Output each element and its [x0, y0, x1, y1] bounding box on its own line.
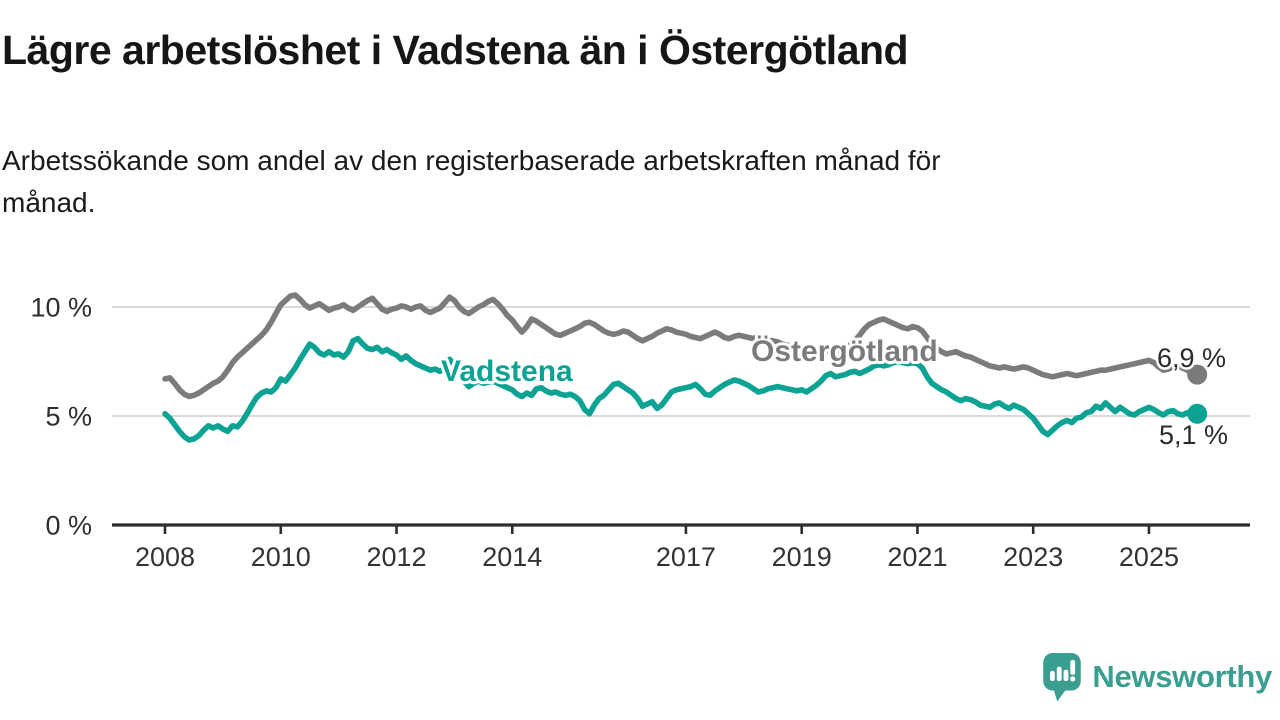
vadstena-end-value-label: 5,1 % [1159, 420, 1228, 450]
y-axis-tick-labels: 0 % 5 % 10 % [30, 293, 92, 541]
y-tick-label: 5 % [45, 402, 92, 432]
newsworthy-logo: Newsworthy [1042, 652, 1272, 702]
x-tick-label: 2014 [482, 542, 542, 572]
vadstena-end-dot [1187, 403, 1208, 424]
x-tick-label: 2025 [1119, 542, 1179, 572]
x-tick-label: 2021 [887, 542, 947, 572]
newsworthy-logo-icon [1043, 653, 1082, 702]
ostergotland-end-dot [1187, 364, 1208, 385]
y-tick-label: 0 % [45, 511, 92, 541]
x-axis-tick-labels: 2008 2010 2012 2014 2017 2019 2021 2023 2025 [135, 542, 1179, 572]
page-title: Lägre arbetslöshet i Vadstena än i Öster… [2, 27, 909, 73]
ostergotland-end-value-label: 6,9 % [1157, 343, 1226, 373]
x-tick-label: 2023 [1003, 542, 1063, 572]
chart-subtitle: Arbetssökande som andel av den registerb… [2, 145, 941, 218]
x-tick-label: 2008 [135, 542, 195, 572]
newsworthy-wordmark: Newsworthy [1092, 659, 1272, 694]
x-tick-label: 2017 [656, 542, 716, 572]
gridlines [112, 306, 1250, 417]
unemployment-line-chart: 2008 2010 2012 2014 2017 2019 2021 2023 2025 0 %… [30, 292, 1250, 572]
ostergotland-line-series [162, 292, 1200, 400]
x-axis-ticks [163, 525, 1151, 534]
x-tick-label: 2019 [772, 542, 832, 572]
ostergotland-series-label: Östergötland [751, 335, 938, 368]
x-tick-label: 2010 [251, 542, 311, 572]
vadstena-line-series [162, 335, 1200, 443]
vadstena-series-label: Vadstena [441, 355, 573, 388]
series-annotations: Östergötland 6,9 % Vadstena 5,1 % [438, 332, 1231, 453]
y-tick-label: 10 % [30, 293, 92, 323]
line-series-group [162, 292, 1208, 443]
x-tick-label: 2012 [366, 542, 426, 572]
